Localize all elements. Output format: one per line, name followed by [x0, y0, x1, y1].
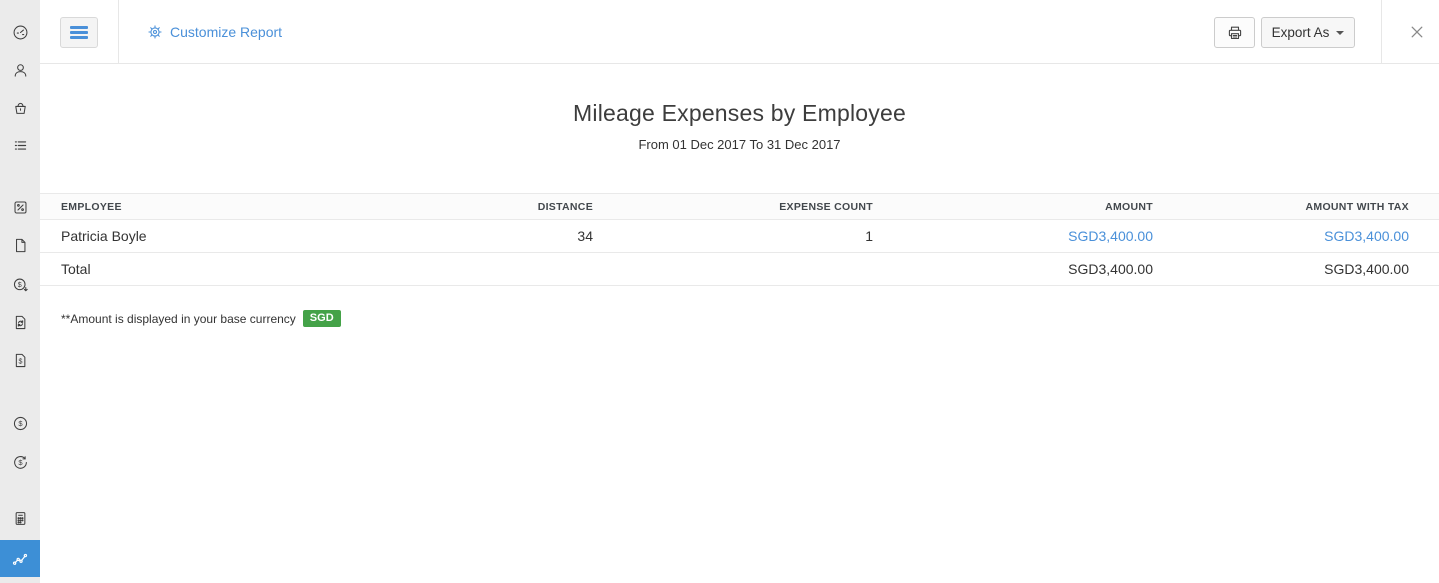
export-as-label: Export As — [1271, 25, 1330, 40]
sidebar-item-recurring-payments[interactable]: $ — [0, 444, 40, 480]
total-expense-count-cell — [593, 252, 873, 286]
amount-link[interactable]: SGD3,400.00 — [1068, 228, 1153, 244]
svg-text:$: $ — [18, 458, 23, 467]
menu-button[interactable] — [60, 17, 98, 48]
report-date-range: From 01 Dec 2017 To 31 Dec 2017 — [638, 137, 841, 152]
list-icon — [12, 137, 29, 154]
report-table: EMPLOYEE DISTANCE EXPENSE COUNT AMOUNT A… — [40, 193, 1439, 286]
gear-icon — [147, 24, 163, 40]
line-chart-icon — [11, 550, 29, 568]
export-as-button[interactable]: Export As — [1261, 17, 1355, 48]
total-label-cell: Total — [40, 252, 350, 286]
document-dollar-icon: $ — [12, 352, 29, 369]
total-amount-with-tax-cell: SGD3,400.00 — [1153, 252, 1439, 286]
document-icon — [12, 237, 29, 254]
sidebar-item-contacts[interactable] — [0, 52, 40, 88]
sidebar-item-recurring-documents[interactable] — [0, 304, 40, 340]
close-icon — [1408, 23, 1426, 41]
table-header-row: EMPLOYEE DISTANCE EXPENSE COUNT AMOUNT A… — [40, 193, 1439, 220]
svg-text:$: $ — [17, 280, 21, 288]
close-button[interactable] — [1408, 23, 1426, 41]
base-currency-note-text: **Amount is displayed in your base curre… — [61, 311, 296, 326]
sidebar: $ $ $ $ — [0, 0, 40, 583]
sidebar-item-documents[interactable] — [0, 227, 40, 263]
percent-box-icon — [12, 199, 29, 216]
hamburger-icon — [70, 24, 88, 42]
column-header-expense-count: EXPENSE COUNT — [593, 193, 873, 220]
user-icon — [12, 62, 29, 79]
print-button[interactable] — [1214, 17, 1255, 48]
toolbar-divider-left — [118, 0, 119, 63]
calculator-icon — [12, 510, 29, 527]
printer-icon — [1226, 24, 1244, 42]
sidebar-item-expenses[interactable]: $ — [0, 267, 40, 303]
svg-text:$: $ — [18, 419, 23, 428]
dollar-circle-icon: $ — [12, 415, 29, 432]
table-total-row: Total SGD3,400.00 SGD3,400.00 — [40, 252, 1439, 286]
report-content: Mileage Expenses by Employee From 01 Dec… — [40, 64, 1439, 327]
column-header-employee: EMPLOYEE — [40, 193, 350, 220]
customize-report-label: Customize Report — [170, 23, 283, 40]
toolbar: Customize Report Export As — [40, 0, 1439, 64]
base-currency-note: **Amount is displayed in your base curre… — [40, 310, 1439, 327]
distance-cell: 34 — [350, 219, 593, 253]
sidebar-item-payments[interactable]: $ — [0, 405, 40, 441]
svg-text:$: $ — [18, 357, 22, 365]
total-amount-cell: SGD3,400.00 — [873, 252, 1153, 286]
table-row: Patricia Boyle 34 1 SGD3,400.00 SGD3,400… — [40, 219, 1439, 253]
amount-cell: SGD3,400.00 — [873, 219, 1153, 253]
sidebar-item-items[interactable] — [0, 90, 40, 126]
customize-report-link[interactable]: Customize Report — [147, 0, 282, 63]
sidebar-item-estimates[interactable] — [0, 189, 40, 225]
dollar-refresh-icon: $ — [12, 454, 29, 471]
sidebar-item-reports[interactable] — [0, 540, 40, 577]
sidebar-item-lists[interactable] — [0, 127, 40, 163]
column-header-amount-with-tax: AMOUNT WITH TAX — [1153, 193, 1439, 220]
caret-down-icon — [1336, 30, 1345, 35]
employee-cell: Patricia Boyle — [40, 219, 350, 253]
toolbar-divider-right — [1381, 0, 1382, 63]
expense-count-cell: 1 — [593, 219, 873, 253]
total-distance-cell — [350, 252, 593, 286]
column-header-amount: AMOUNT — [873, 193, 1153, 220]
dollar-download-icon: $ — [12, 277, 29, 294]
amount-with-tax-cell: SGD3,400.00 — [1153, 219, 1439, 253]
currency-badge: SGD — [302, 310, 341, 327]
sidebar-item-bills[interactable]: $ — [0, 342, 40, 378]
sidebar-item-accountant[interactable] — [0, 500, 40, 536]
amount-with-tax-link[interactable]: SGD3,400.00 — [1324, 228, 1409, 244]
document-refresh-icon — [12, 314, 29, 331]
page-title: Mileage Expenses by Employee — [573, 100, 906, 126]
basket-icon — [12, 100, 29, 117]
column-header-distance: DISTANCE — [350, 193, 593, 220]
sidebar-item-dashboard[interactable] — [0, 14, 40, 50]
gauge-icon — [12, 24, 29, 41]
